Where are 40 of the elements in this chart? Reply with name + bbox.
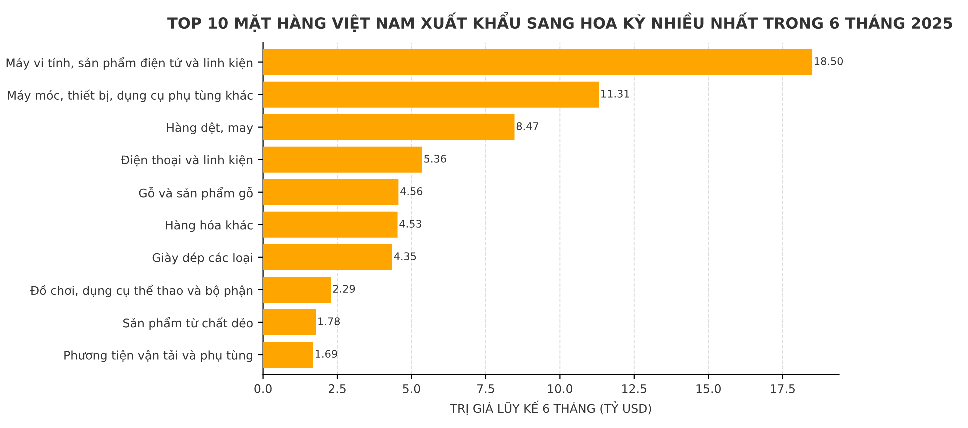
- data-label: 2.29: [333, 285, 356, 293]
- y-tick-label: Điện thoại và linh kiện: [120, 155, 253, 167]
- data-label: 4.35: [394, 252, 416, 260]
- data-label: 5.36: [424, 155, 446, 163]
- data-label: 1.78: [318, 318, 340, 326]
- y-tick-label: Sản phẩm từ chất dẻo: [123, 317, 253, 330]
- bar: [263, 342, 314, 368]
- bar: [263, 212, 398, 238]
- x-tick-label: 15.0: [696, 384, 721, 394]
- y-tick-label: Máy vi tính, sản phẩm điện tử và linh kiện: [6, 57, 253, 70]
- x-tick-label: 12.5: [622, 384, 647, 394]
- data-label: 11.31: [602, 90, 630, 98]
- x-tick-label: 10.0: [548, 384, 573, 394]
- x-tick-label: 2.5: [328, 384, 346, 394]
- y-tick-label: Đồ chơi, dụng cụ thể thao và bộ phận: [30, 284, 253, 298]
- bar: [263, 309, 316, 336]
- y-tick-label: Phương tiện vận tải và phụ tùng: [64, 350, 253, 362]
- chart-title: TOP 10 MẶT HÀNG VIỆT NAM XUẤT KHẨU SANG HOA KỲ NHIỀU NHẤT TRONG 6 THÁNG 2025: [168, 12, 952, 32]
- bar: [263, 49, 813, 76]
- data-label: 4.53: [400, 220, 422, 228]
- x-tick-label: 17.5: [771, 384, 795, 394]
- y-tick-label: Giày dép các loại: [152, 252, 252, 265]
- bar: [263, 179, 399, 206]
- bar: [263, 276, 332, 303]
- data-label: 8.47: [516, 122, 538, 130]
- bar: [263, 146, 422, 173]
- x-tick-label: 5.0: [403, 384, 420, 394]
- bar: [263, 82, 600, 108]
- y-tick-label: Gỗ và sản phẩm gỗ: [139, 187, 253, 200]
- data-label: 18.50: [815, 57, 844, 66]
- y-tick-label: Máy móc, thiết bị, dụng cụ phụ tùng khác: [8, 90, 253, 102]
- data-label: 4.56: [400, 188, 423, 196]
- data-label: 1.69: [316, 350, 338, 358]
- bar: [263, 114, 515, 140]
- x-axis-title: TRỊ GIÁ LŨY KẾ 6 THÁNG (TỶ USD): [450, 400, 652, 416]
- x-tick-label: 7.5: [478, 384, 494, 394]
- y-tick-label: Hàng dệt, may: [167, 122, 254, 135]
- bar: [263, 244, 392, 270]
- x-tick-label: 0.0: [254, 384, 272, 394]
- y-tick-label: Hàng hóa khác: [166, 220, 253, 232]
